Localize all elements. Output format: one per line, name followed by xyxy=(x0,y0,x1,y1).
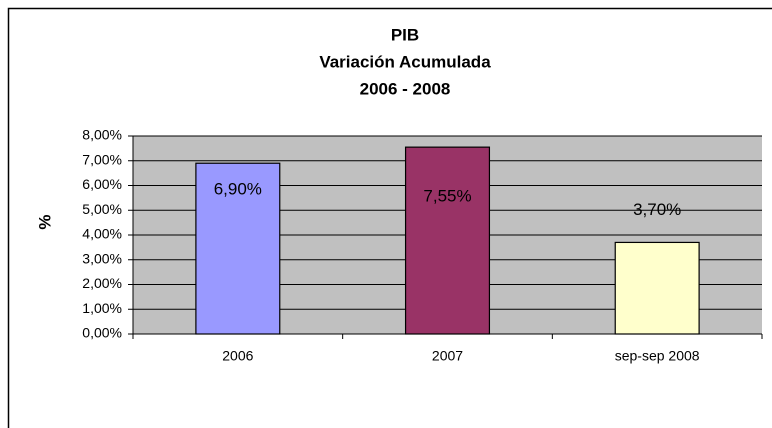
chart-title: Variación Acumulada xyxy=(319,52,491,71)
bar xyxy=(404,146,491,335)
y-tick-label: 7,00% xyxy=(82,151,122,167)
y-axis-label: % xyxy=(35,214,54,229)
bar xyxy=(195,162,281,335)
y-tick-label: 8,00% xyxy=(82,127,122,143)
x-tick-label: sep-sep 2008 xyxy=(615,348,700,364)
chart-title: PIB xyxy=(391,25,419,44)
bar xyxy=(614,241,700,335)
x-tick-label: 2007 xyxy=(432,348,463,364)
y-tick-label: 5,00% xyxy=(82,201,122,217)
x-tick-label: 2006 xyxy=(222,348,253,364)
y-tick-label: 3,00% xyxy=(82,250,122,266)
y-tick-label: 2,00% xyxy=(82,275,122,291)
chart-title: 2006 - 2008 xyxy=(360,79,451,98)
y-tick-label: 0,00% xyxy=(82,325,122,341)
y-tick-label: 1,00% xyxy=(82,300,122,316)
data-label: 6,90% xyxy=(214,180,262,199)
y-tick-label: 6,00% xyxy=(82,176,122,192)
data-label: 7,55% xyxy=(423,187,471,206)
y-tick-label: 4,00% xyxy=(82,226,122,242)
data-label: 3,70% xyxy=(633,200,681,219)
